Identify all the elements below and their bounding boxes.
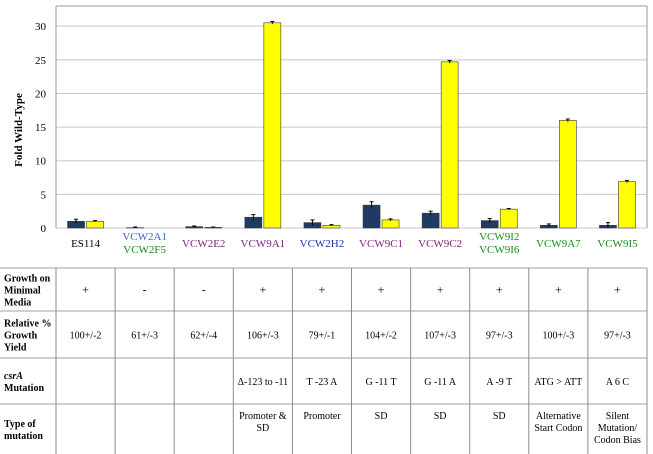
category-label: VCW2E2 — [182, 238, 225, 250]
category-label: VCW9I2 — [479, 231, 519, 243]
table-row-label: Type of — [4, 419, 36, 430]
y-axis-label: Fold Wild-Type — [13, 93, 25, 167]
table-cell: 97+/-3 — [486, 331, 513, 342]
table-cell: + — [82, 283, 89, 297]
category-label: VCW9C2 — [418, 238, 462, 250]
y-tick-label: 10 — [35, 156, 47, 168]
table-cell: SD — [493, 411, 506, 422]
category-label: ES114 — [71, 238, 100, 250]
table-row-label: csrA — [4, 371, 23, 382]
y-tick-label: 30 — [35, 21, 47, 33]
bar — [499, 208, 518, 229]
table-cell: 100+/-3 — [542, 331, 574, 342]
table-cell: - — [143, 283, 147, 297]
table-cell: 104+/-2 — [365, 331, 397, 342]
bar — [263, 22, 282, 229]
table-cell: SD — [256, 423, 269, 434]
table-cell: Codon Bias — [594, 435, 641, 446]
table-cell: Mutation/ — [598, 423, 638, 434]
table-cell: SD — [434, 411, 447, 422]
bar — [618, 181, 636, 229]
category-label: VCW9A7 — [536, 238, 581, 250]
table-cell: + — [555, 283, 562, 297]
table-cell: 61+/-3 — [131, 331, 158, 342]
table-cell: A 6 C — [606, 377, 630, 388]
table-cell: G -11 A — [424, 377, 457, 388]
table-row-label: Growth on — [4, 274, 51, 285]
y-tick-label: 15 — [35, 122, 47, 134]
table-cell: 100+/-2 — [70, 331, 102, 342]
bar — [86, 220, 104, 229]
table-cell: 79+/-1 — [309, 331, 336, 342]
table-cell: Alternative — [536, 411, 582, 422]
y-tick-label: 5 — [41, 189, 47, 201]
category-label: VCW2H2 — [300, 238, 345, 250]
table-cell: + — [259, 283, 266, 297]
table-cell: + — [496, 283, 503, 297]
y-tick-label: 0 — [41, 223, 47, 235]
bar — [421, 212, 440, 229]
table-cell: + — [614, 283, 621, 297]
bar — [440, 61, 459, 229]
gridlines — [56, 25, 647, 229]
table-cell: ATG > ATT — [534, 377, 582, 388]
table-cell: + — [319, 283, 326, 297]
table-row-label: Relative % — [4, 319, 52, 330]
bar — [381, 219, 400, 229]
table-cell: T -23 A — [306, 377, 338, 388]
table-row-label: Minimal — [4, 286, 41, 297]
table-cell: G -11 T — [365, 377, 396, 388]
table-row-label: Growth — [4, 331, 38, 342]
table-row-label: Mutation — [4, 383, 44, 394]
y-tick-label: 25 — [35, 55, 47, 67]
category-label: VCW9A1 — [241, 238, 286, 250]
table-cell: Promoter & — [239, 411, 287, 422]
table-cell: - — [202, 283, 206, 297]
table-cell: 97+/-3 — [604, 331, 631, 342]
table-cell: 62+/-4 — [190, 331, 217, 342]
bar — [559, 120, 577, 229]
table-row-label: mutation — [4, 431, 43, 442]
table-cell: + — [437, 283, 444, 297]
table-cell: Silent — [606, 411, 630, 422]
table-cell: A -9 T — [486, 377, 512, 388]
bar — [362, 204, 381, 229]
table-cell: Promoter — [303, 411, 341, 422]
table-cell: 106+/-3 — [247, 331, 279, 342]
table-cell: 107+/-3 — [424, 331, 456, 342]
y-tick-label: 20 — [35, 88, 47, 100]
table-row-label: Yield — [4, 343, 27, 354]
table-cell: SD — [375, 411, 388, 422]
category-label: VCW2A1 — [122, 231, 167, 243]
table-cell: + — [378, 283, 385, 297]
table-row-label: Media — [4, 298, 31, 309]
table-cell: Δ-123 to -11 — [238, 377, 289, 388]
y-axis: 0 5 10 15 20 25 30 — [35, 5, 648, 235]
category-label: VCW9I6 — [479, 244, 520, 256]
category-label: VCW2F5 — [123, 244, 166, 256]
category-label: VCW9C1 — [359, 238, 403, 250]
category-label: VCW9I5 — [597, 238, 638, 250]
bar-series — [67, 20, 636, 229]
table-cell: Start Codon — [534, 423, 582, 434]
